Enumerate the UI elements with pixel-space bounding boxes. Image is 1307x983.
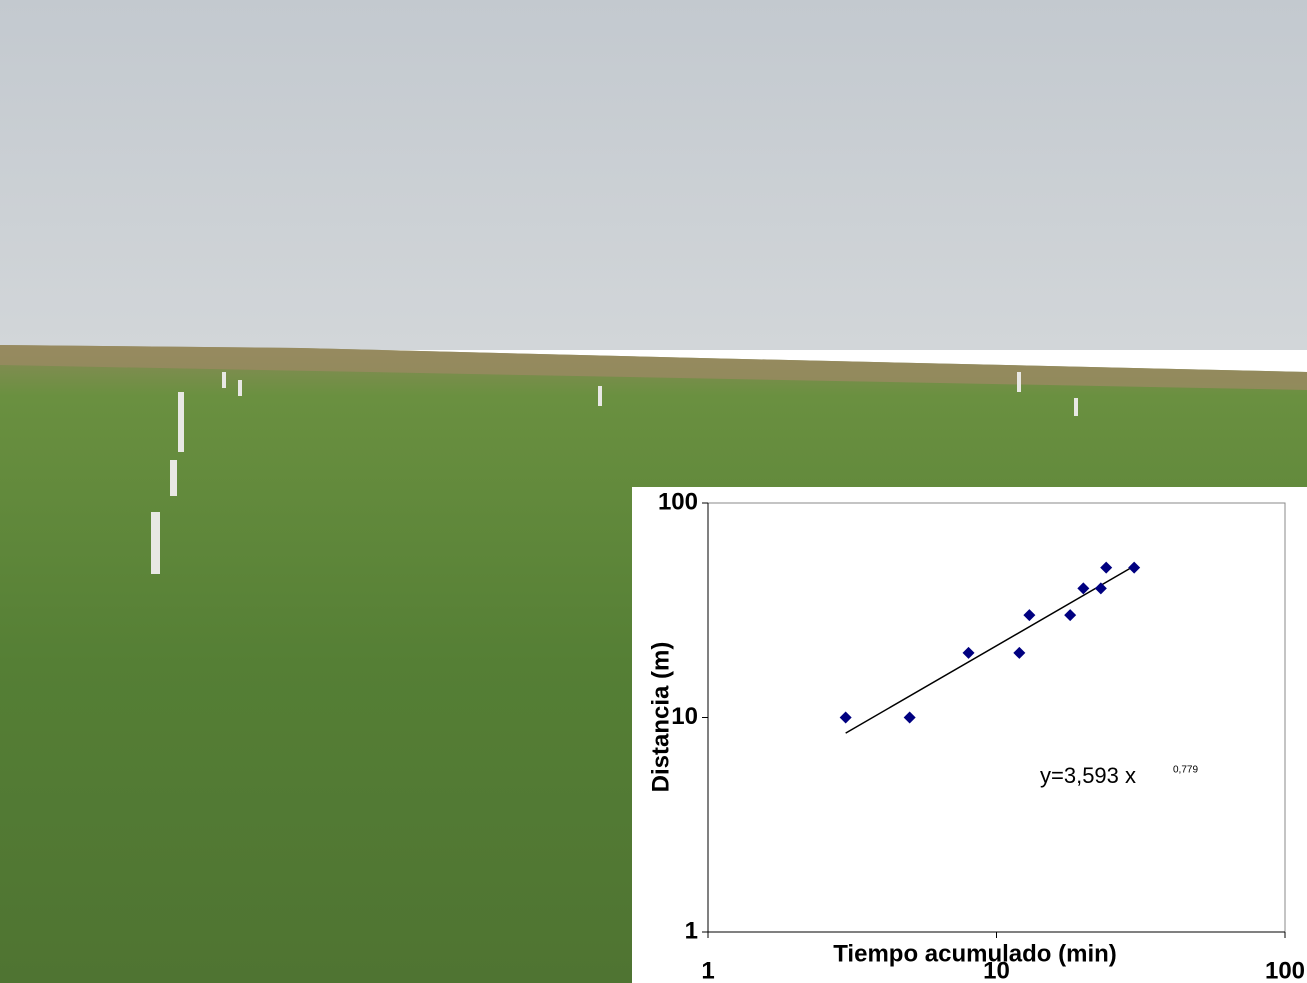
y-tick-label: 100 (658, 488, 698, 515)
x-tick-label: 1 (701, 957, 714, 983)
x-tick-label: 10 (983, 957, 1010, 983)
y-tick-label: 1 (685, 917, 698, 944)
chart-area (632, 487, 1307, 983)
y-tick-label: 10 (671, 703, 698, 730)
trendline-label: y=3,593 x (1040, 763, 1136, 788)
trendline-exponent: 0,779 (1173, 765, 1198, 776)
x-tick-label: 100 (1265, 957, 1305, 983)
x-axis-title: Tiempo acumulado (min) (833, 940, 1117, 967)
page: Tiempo acumulado (min) Distancia (m) 110… (0, 0, 1307, 983)
y-axis-title: Distancia (m) (647, 642, 674, 793)
